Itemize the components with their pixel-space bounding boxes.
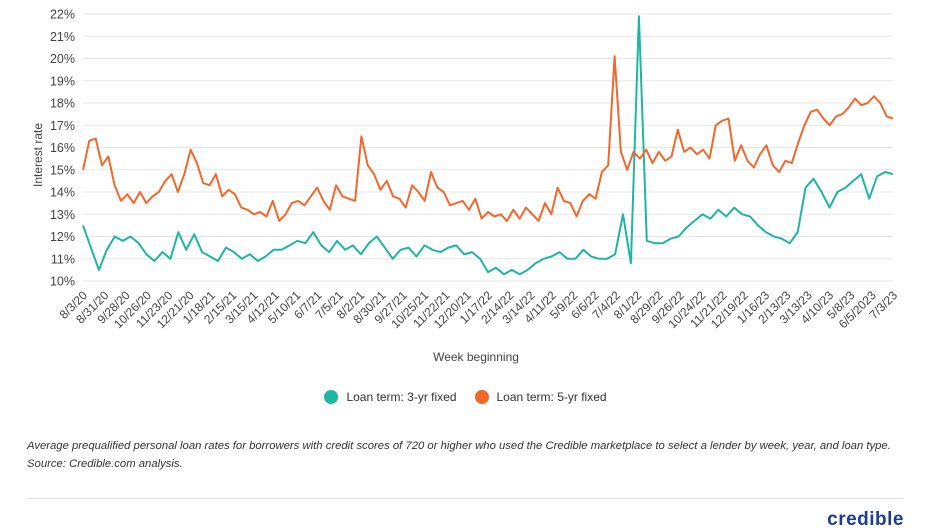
series-5yr-line [82, 55, 894, 222]
y-tick-label: 19% [50, 74, 75, 88]
y-tick-label: 16% [50, 141, 75, 155]
series-lines [82, 15, 894, 276]
legend-dot-5yr [474, 390, 489, 404]
legend-item-3yr: Loan term: 3-yr fixed [324, 390, 457, 404]
y-tick-label: 10% [50, 275, 75, 289]
y-tick-label: 13% [50, 208, 75, 222]
y-tick-label: 20% [50, 52, 75, 66]
legend-label-5yr: Loan term: 5-yr fixed [496, 390, 607, 404]
gridlines [83, 13, 893, 282]
y-tick-label: 18% [50, 97, 75, 111]
divider [27, 498, 904, 499]
x-axis-label: Week beginning [433, 350, 519, 364]
legend-label-3yr: Loan term: 3-yr fixed [346, 390, 457, 404]
x-axis-ticks: 8/3/208/31/209/28/2010/26/2011/23/2012/2… [57, 288, 901, 331]
y-axis-label: Interest rate [31, 123, 45, 187]
y-tick-label: 22% [50, 8, 75, 22]
y-tick-label: 17% [50, 119, 75, 133]
series-3yr-line [82, 15, 894, 276]
chart-legend: Loan term: 3-yr fixed Loan term: 5-yr fi… [0, 390, 931, 404]
credible-logo[interactable]: credible [827, 509, 904, 530]
y-tick-label: 14% [50, 186, 75, 200]
legend-item-5yr: Loan term: 5-yr fixed [474, 390, 607, 404]
line-chart: 10%11%12%13%14%15%16%17%18%19%20%21%22% … [31, 8, 901, 365]
y-tick-label: 21% [50, 30, 75, 44]
chart-caption: Average prequalified personal loan rates… [27, 440, 891, 470]
y-tick-label: 12% [50, 230, 75, 244]
y-axis-ticks: 10% 11% 12% 13% 14% 15% 16% 17% 18% 19% 20% 21% 22% [50, 8, 75, 289]
y-tick-label: 11% [51, 252, 75, 266]
y-tick-label: 15% [50, 163, 75, 177]
legend-dot-3yr [324, 390, 339, 404]
